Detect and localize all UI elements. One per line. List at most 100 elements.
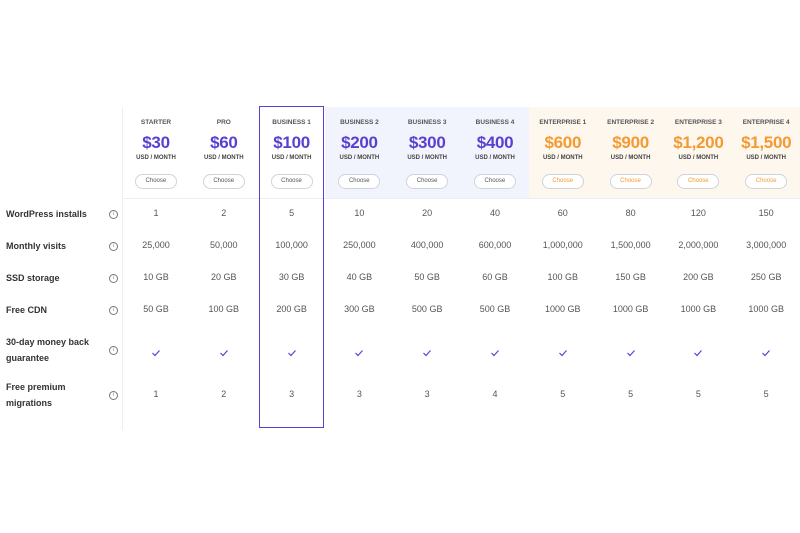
feature-value: 200 GB [276, 304, 307, 314]
feature-value: 50 GB [143, 304, 169, 314]
feature-value: 1 [153, 389, 159, 399]
plan-name: BUSINESS 3 [407, 119, 447, 126]
check [694, 350, 703, 357]
info-icon: i [109, 306, 118, 315]
highlight-border [258, 106, 325, 428]
plan-name: ENTERPRISE 4 [742, 119, 790, 126]
choose-button[interactable]: Choose [134, 174, 177, 189]
feature-value: 5 [289, 208, 295, 218]
plan-period: USD / MONTH [678, 155, 719, 161]
plan-price: $200 [341, 133, 378, 152]
check [219, 350, 228, 357]
feature-value: 500 GB [411, 304, 443, 314]
plan-price: $100 [273, 133, 310, 152]
plan-period: USD / MONTH [271, 155, 312, 161]
feature-value: 120 [690, 208, 706, 218]
feature-value: 3 [356, 389, 362, 399]
check-icon [122, 345, 190, 357]
feature-value: 2 [221, 208, 227, 218]
feature-value: 5 [628, 389, 634, 399]
feature-value: 150 [758, 208, 774, 218]
feature-value: 10 GB [143, 272, 169, 282]
choose-button[interactable]: Choose [677, 174, 720, 189]
plan-period: USD / MONTH [136, 155, 176, 161]
check-icon [461, 345, 529, 357]
plan-price: $900 [612, 133, 649, 152]
plan-period: USD / MONTH [746, 155, 787, 161]
feature-value: 80 [625, 208, 636, 218]
feature-label: 30-day money back guarantee [6, 337, 90, 363]
feature-value: 1000 GB [748, 304, 784, 314]
choose-button[interactable]: Choose [202, 174, 245, 189]
choose-button[interactable]: Choose [338, 174, 381, 189]
check [491, 350, 499, 357]
feature-value: 1000 GB [612, 304, 649, 314]
feature-value: 5 [763, 389, 769, 399]
choose-button[interactable]: Choose [609, 174, 652, 189]
feature-value: 200 GB [683, 272, 714, 282]
feature-label: Free CDN [6, 305, 48, 315]
choose-button[interactable]: Choose [473, 174, 516, 189]
feature-value: 30 GB [278, 272, 305, 282]
feature-value: 3 [289, 389, 295, 399]
info-icon: i [109, 391, 118, 400]
feature-value: 400,000 [410, 240, 444, 250]
plan-price: $600 [544, 133, 582, 152]
choose-button[interactable]: Choose [745, 174, 788, 189]
plan-price: $1,200 [673, 133, 724, 152]
feature-value: 2 [221, 389, 227, 399]
feature-value: 100 GB [547, 272, 579, 282]
feature-value: 10 [354, 208, 365, 218]
check [423, 350, 432, 357]
check [762, 350, 771, 357]
feature-value: 250 GB [750, 272, 782, 282]
check-icon [597, 345, 665, 357]
feature-value: 40 GB [346, 272, 373, 282]
feature-value: 20 GB [211, 272, 237, 282]
feature-value: 3,000,000 [746, 240, 787, 250]
feature-value: 300 GB [344, 304, 375, 314]
plan-name: ENTERPRISE 2 [607, 119, 655, 126]
plan-name: STARTER [140, 119, 172, 126]
plan-price: $60 [210, 133, 238, 152]
check-icon [393, 345, 461, 357]
feature-value: 5 [560, 389, 566, 399]
check [626, 350, 635, 357]
feature-value: 2,000,000 [678, 240, 719, 250]
choose-button[interactable]: Choose [270, 174, 313, 189]
check [287, 350, 296, 357]
feature-value: 1000 GB [545, 304, 581, 314]
feature-label: SSD storage [6, 273, 60, 283]
check-icon [325, 345, 393, 357]
info-icon: i [109, 346, 118, 355]
feature-label: WordPress installs [6, 209, 87, 219]
check-icon [732, 345, 800, 357]
check [152, 350, 160, 357]
feature-value: 50 GB [414, 272, 440, 282]
plan-period: USD / MONTH [610, 155, 651, 161]
feature-value: 20 [422, 208, 433, 218]
check-icon [529, 345, 597, 357]
choose-button[interactable]: Choose [541, 174, 584, 189]
info-icon: i [109, 274, 118, 283]
feature-value: 150 GB [615, 272, 646, 282]
feature-value: 100 GB [208, 304, 240, 314]
plan-name: PRO [216, 119, 231, 126]
feature-value: 1,000,000 [542, 240, 583, 250]
feature-value: 40 [489, 208, 500, 218]
feature-value: 25,000 [142, 240, 170, 250]
plan-period: USD / MONTH [339, 155, 380, 161]
plan-period: USD / MONTH [542, 155, 583, 161]
plan-name: ENTERPRISE 3 [674, 119, 722, 126]
plan-period: USD / MONTH [475, 155, 515, 161]
plan-price: $400 [476, 133, 514, 152]
feature-value: 3 [424, 389, 430, 399]
feature-value: 100,000 [275, 240, 308, 250]
feature-value: 60 GB [482, 272, 508, 282]
plan-name: BUSINESS 2 [340, 119, 379, 126]
info-icon: i [109, 210, 118, 219]
choose-button[interactable]: Choose [406, 174, 449, 189]
feature-value: 500 GB [479, 304, 511, 314]
check-icon [190, 345, 258, 357]
